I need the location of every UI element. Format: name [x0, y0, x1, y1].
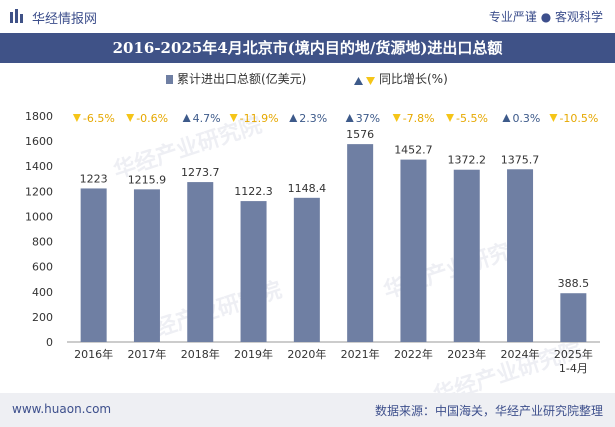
growth-up-icon [182, 114, 191, 122]
growth-label: 4.7% [193, 112, 221, 125]
growth-down-icon [72, 114, 81, 122]
y-tick-label: 1000 [25, 210, 53, 223]
growth-down-icon [229, 114, 238, 122]
bar-value-label: 1452.7 [394, 144, 433, 157]
y-tick-label: 1400 [25, 160, 53, 173]
growth-label: -7.8% [403, 112, 435, 125]
bar-value-label: 1576 [346, 128, 374, 141]
growth-down-icon [446, 114, 454, 122]
bar [347, 144, 374, 342]
x-tick-label: 1-4月 [559, 362, 588, 375]
legend-label-growth: 同比增长(%) [379, 72, 448, 86]
growth-label: -10.5% [559, 112, 598, 125]
growth-up-icon [345, 114, 354, 122]
footer-website: www.huaon.com [12, 402, 112, 416]
footer-source: 数据来源：中国海关，华经产业研究院整理 [374, 404, 603, 418]
bar [400, 159, 427, 342]
y-tick-label: 1600 [25, 135, 53, 148]
y-tick-label: 800 [32, 236, 53, 249]
chart-title: 2016-2025年4月北京市(境内目的地/货源地)进出口总额 [112, 39, 503, 57]
bar-chart: 累计进出口总额(亿美元) 同比增长(%) 0 200 400 600 800 1000 1200… [25, 71, 600, 375]
legend-label-total: 累计进出口总额(亿美元) [177, 71, 306, 86]
bar-value-label: 1223 [80, 172, 108, 185]
growth-label: 2.3% [299, 112, 327, 125]
title-bar: 2016-2025年4月北京市(境内目的地/货源地)进出口总额 [0, 33, 615, 63]
growth-label: -11.9% [240, 112, 279, 125]
bar-value-label: 1273.7 [181, 166, 220, 179]
bar [560, 293, 587, 342]
x-tick-label: 2019年 [234, 347, 273, 361]
x-tick-label: 2017年 [127, 347, 166, 361]
bar-value-label: 1372.2 [448, 154, 487, 167]
bar-value-label: 1375.7 [501, 153, 540, 166]
brand-name: 华经情报网 [32, 12, 98, 27]
y-tick-label: 0 [46, 336, 53, 349]
growth-label: -5.5% [456, 112, 488, 125]
brand-logo-icon [10, 9, 23, 23]
x-tick-label: 2021年 [341, 347, 380, 361]
bar [240, 201, 267, 342]
x-tick-label: 2022年 [394, 347, 433, 361]
bar [187, 182, 214, 342]
bar [293, 197, 320, 342]
bar [507, 169, 534, 342]
growth-label: 37% [356, 112, 380, 125]
growth-down-icon [392, 114, 401, 122]
bar [453, 169, 480, 342]
x-tick-label: 2024年 [501, 347, 540, 361]
bar-value-label: 388.5 [558, 277, 590, 290]
growth-up-icon [289, 114, 298, 122]
x-tick-label: 2023年 [447, 347, 486, 361]
x-tick-label: 2020年 [287, 347, 326, 361]
growth-down-icon [549, 114, 558, 122]
growth-down-icon [126, 114, 135, 122]
y-tick-label: 600 [32, 261, 53, 274]
y-tick-label: 1800 [25, 110, 53, 123]
bar-value-label: 1122.3 [234, 185, 273, 198]
x-tick-label: 2018年 [181, 347, 220, 361]
bar [80, 188, 107, 342]
legend-swatch-total [166, 75, 173, 84]
y-tick-label: 200 [32, 311, 53, 324]
bar-value-label: 1215.9 [128, 173, 167, 186]
bar [133, 189, 160, 342]
bar-value-label: 1148.4 [288, 182, 327, 195]
legend-triangle-up-icon [354, 77, 363, 85]
footer: www.huaon.com 数据来源：中国海关，华经产业研究院整理 [0, 393, 615, 427]
brand-tagline: 专业严谨 ● 客观科学 [488, 10, 603, 24]
y-tick-label: 1200 [25, 185, 53, 198]
growth-up-icon [502, 114, 511, 122]
legend-triangle-down-icon [366, 77, 375, 85]
x-tick-label: 2025年 [554, 347, 593, 361]
growth-label: -6.5% [83, 112, 115, 125]
top-bar: 华经情报网 专业严谨 ● 客观科学 [0, 0, 615, 32]
x-tick-label: 2016年 [74, 347, 113, 361]
growth-label: -0.6% [136, 112, 168, 125]
y-tick-label: 400 [32, 286, 53, 299]
growth-label: 0.3% [512, 112, 540, 125]
